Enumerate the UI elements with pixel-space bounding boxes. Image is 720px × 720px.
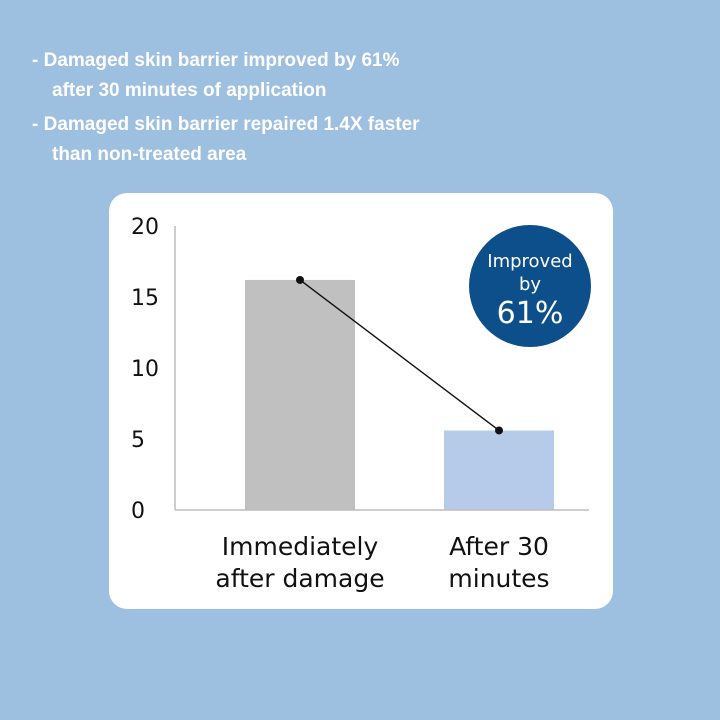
bar (444, 430, 554, 510)
connector-point (495, 426, 503, 435)
connector-line (299, 279, 500, 432)
claim-text: - Damaged skin barrier improved by 61% (32, 50, 400, 71)
x-category-label: minutes (448, 564, 549, 593)
badge-line1: Improved (487, 251, 572, 272)
claim-text-continued: after 30 minutes of application (52, 80, 327, 101)
connector-point (296, 275, 304, 284)
badge-circle (469, 225, 591, 347)
x-category-label: after damage (215, 564, 384, 593)
claim-item: - Damaged skin barrier improved by 61% a… (32, 46, 420, 106)
y-tick-label: 10 (131, 357, 159, 382)
y-tick-label: 20 (131, 215, 159, 240)
claim-text-continued: than non-treated area (52, 144, 247, 165)
y-tick-label: 5 (131, 428, 145, 453)
bar-chart: 0 5 10 15 20 Immediately after damage After 30 m… (131, 215, 591, 593)
y-tick-label: 15 (131, 286, 159, 311)
x-category-label: After 30 (449, 532, 549, 561)
y-tick-label: 0 (131, 499, 145, 524)
badge-line2: by (519, 274, 541, 295)
x-category-label: Immediately (222, 532, 379, 561)
chart-card: 0 5 10 15 20 Immediately after damage After 30 m… (109, 193, 613, 609)
bar (245, 279, 355, 510)
claims-list: - Damaged skin barrier improved by 61% a… (32, 46, 420, 174)
improvement-badge: Improved by 61% (469, 225, 591, 347)
badge-line3: 61% (497, 296, 564, 331)
claim-item: - Damaged skin barrier repaired 1.4X fas… (32, 110, 420, 170)
claim-text: - Damaged skin barrier repaired 1.4X fas… (32, 114, 420, 135)
